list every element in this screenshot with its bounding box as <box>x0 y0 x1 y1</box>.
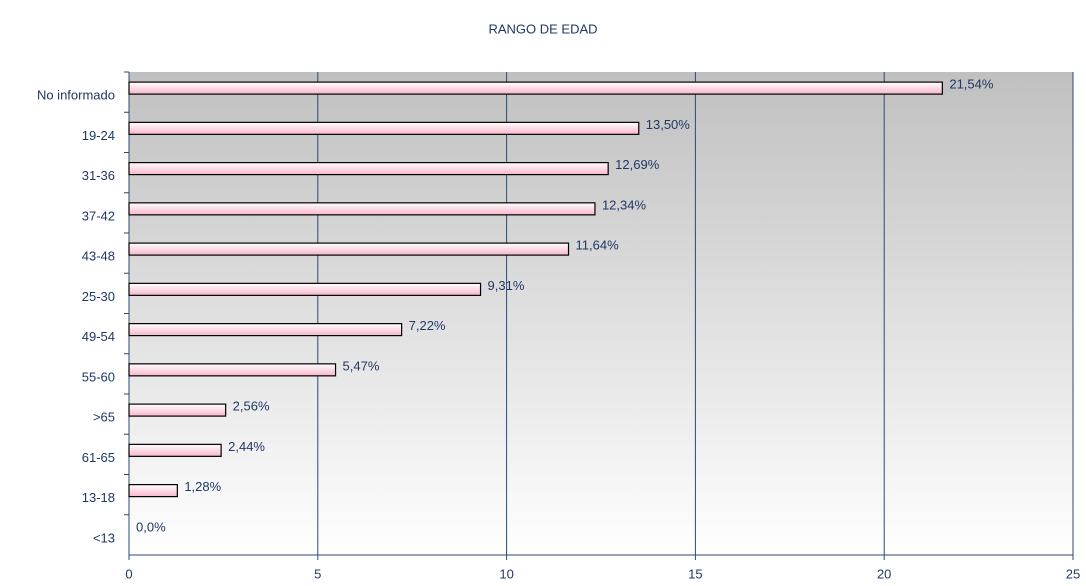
x-tick-label: 5 <box>314 566 321 581</box>
y-tick-label: 31-36 <box>82 168 115 183</box>
data-label: 21,54% <box>949 77 994 92</box>
bar <box>128 403 227 417</box>
y-tick-label: 61-65 <box>82 450 115 465</box>
data-label: 2,44% <box>228 439 265 454</box>
bar <box>128 202 596 216</box>
x-tick-label: 15 <box>688 566 702 581</box>
y-tick-label: 55-60 <box>82 369 115 384</box>
y-tick-label: 49-54 <box>82 329 115 344</box>
data-label: 1,28% <box>184 479 221 494</box>
x-tick-label: 10 <box>499 566 513 581</box>
y-tick-label: 37-42 <box>82 208 115 223</box>
data-label: 2,56% <box>233 399 270 414</box>
y-tick-label: No informado <box>37 88 115 103</box>
data-label: 7,22% <box>409 318 446 333</box>
data-label: 11,64% <box>576 238 620 253</box>
plot-area <box>129 72 1073 555</box>
bar <box>128 363 337 377</box>
bar <box>128 484 178 498</box>
y-tick-label: >65 <box>93 410 115 425</box>
y-tick-label: 13-18 <box>82 490 115 505</box>
data-label: 12,34% <box>602 197 647 212</box>
bar <box>128 242 570 256</box>
data-label: 13,50% <box>646 117 691 132</box>
data-label: 5,47% <box>343 358 380 373</box>
y-tick-label: 19-24 <box>82 128 115 143</box>
bar <box>128 443 222 457</box>
data-label: 0,0% <box>136 519 166 534</box>
y-tick-label: 25-30 <box>82 289 115 304</box>
bar <box>128 162 609 176</box>
data-label: 12,69% <box>615 157 660 172</box>
bar <box>128 121 640 135</box>
bar <box>128 282 482 296</box>
bar <box>128 81 943 95</box>
data-label: 9,31% <box>488 278 525 293</box>
chart-title: RANGO DE EDAD <box>488 21 597 36</box>
x-tick-label: 0 <box>125 566 132 581</box>
x-tick-label: 25 <box>1066 566 1080 581</box>
y-tick-label: 43-48 <box>82 249 115 264</box>
bar <box>128 323 403 337</box>
x-tick-label: 20 <box>877 566 891 581</box>
y-tick-label: <13 <box>93 530 115 545</box>
